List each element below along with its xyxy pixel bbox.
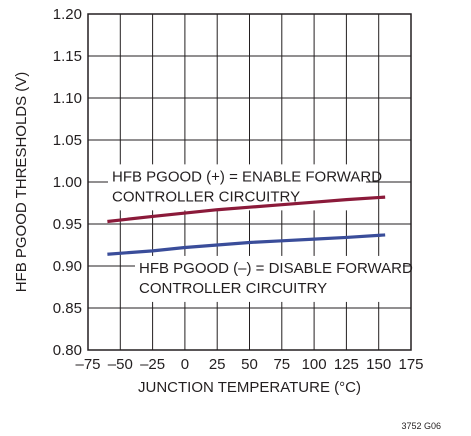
annotations: HFB PGOOD (+) = ENABLE FORWARD CONTROLLER… [112, 168, 413, 297]
y-tick-label: 0.90 [53, 258, 82, 275]
y-tick-label: 0.95 [53, 216, 82, 233]
x-tick-label: 50 [241, 356, 258, 373]
y-tick-label: 1.15 [53, 48, 82, 65]
x-tick-label: 175 [398, 356, 423, 373]
annotation-line: CONTROLLER CIRCUITRY [139, 280, 327, 297]
x-tick-label: 75 [273, 356, 290, 373]
x-axis-title: JUNCTION TEMPERATURE (°C) [138, 379, 361, 396]
x-tick-label: –50 [108, 356, 133, 373]
x-tick-label: 25 [209, 356, 226, 373]
axes [87, 13, 412, 351]
annotation-line: HFB PGOOD (–) = DISABLE FORWARD [139, 260, 413, 277]
x-tick-label: 100 [302, 356, 327, 373]
series-line-2 [107, 233, 386, 256]
plot-frame [87, 13, 412, 351]
y-tick-label: 1.05 [53, 132, 82, 149]
tick-labels: 0.800.850.900.951.001.051.101.151.20–75–… [53, 6, 424, 373]
series-layer [107, 195, 386, 256]
y-tick-label: 0.85 [53, 300, 82, 317]
y-tick-label: 1.10 [53, 90, 82, 107]
y-axis-title: HFB PGOOD THRESHOLDS (V) [13, 72, 30, 293]
x-tick-label: –25 [140, 356, 165, 373]
figure-id: 3752 G06 [401, 421, 441, 431]
series-line-1 [107, 195, 386, 224]
x-tick-label: 150 [366, 356, 391, 373]
y-tick-label: 0.80 [53, 342, 82, 359]
annotation-line: CONTROLLER CIRCUITRY [112, 188, 300, 205]
x-tick-label: 0 [181, 356, 189, 373]
annotation-mask [135, 255, 403, 302]
x-tick-label: –75 [75, 356, 100, 373]
y-tick-label: 1.20 [53, 6, 82, 23]
annotation-line: HFB PGOOD (+) = ENABLE FORWARD [112, 168, 382, 185]
y-tick-label: 1.00 [53, 174, 82, 191]
x-tick-label: 125 [334, 356, 359, 373]
